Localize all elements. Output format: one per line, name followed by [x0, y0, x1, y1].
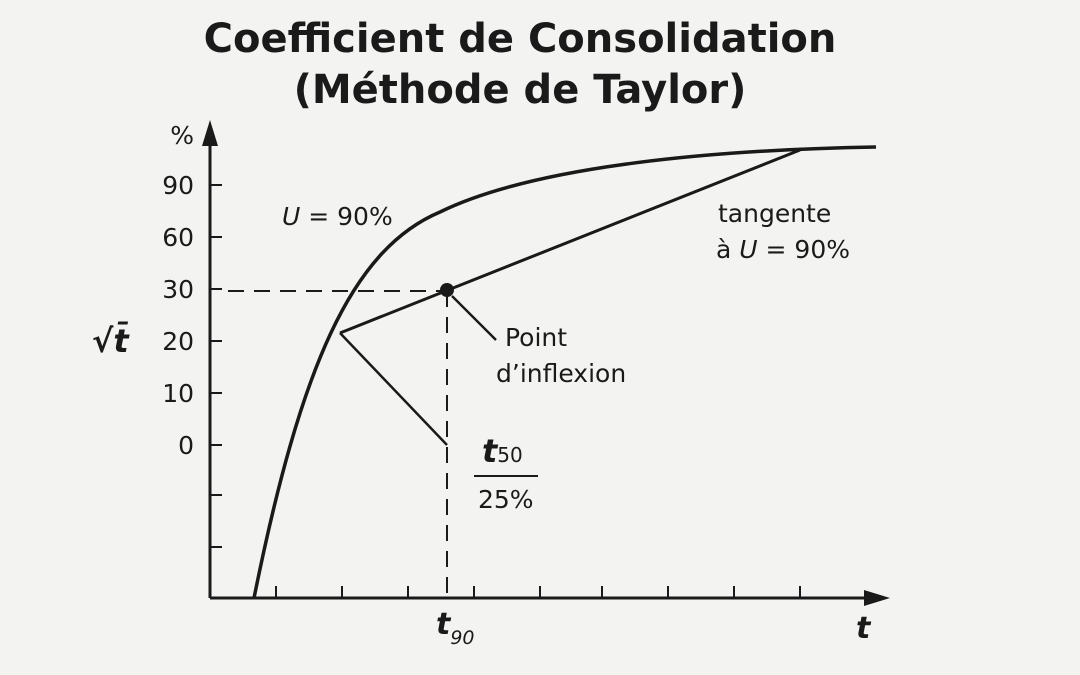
title-line-1: Coefficient de Consolidation [204, 16, 837, 62]
y-unit-label: % [170, 121, 194, 150]
u90-rest: = 90% [300, 202, 392, 231]
t90-var: t [436, 607, 452, 642]
y-ticks [210, 184, 222, 548]
tangent-label-line-1: tangente [718, 199, 831, 228]
x-axis-label: t [856, 611, 872, 646]
consolidation-curve [252, 145, 877, 599]
x-axis-arrow [864, 590, 890, 606]
t90-label: t90 [436, 607, 475, 649]
construction-line [339, 332, 448, 446]
fraction-num-sub: 50 [497, 443, 522, 467]
u90-label: U = 90% [282, 202, 393, 231]
fraction-num-var: t [482, 432, 499, 470]
y-tick-label: 0 [178, 431, 194, 460]
t90-sub: 90 [450, 627, 474, 649]
tangent-prefix: à [716, 235, 739, 264]
fraction-denominator: 25% [478, 485, 534, 514]
inflection-label-line-1: Point [505, 323, 567, 352]
inflection-leader [451, 295, 497, 341]
tangent-label-line-2: à U = 90% [716, 235, 850, 264]
x-ticks [275, 586, 801, 598]
inflection-label-line-2: d’inflexion [496, 359, 626, 388]
y-tick-label: 10 [162, 379, 194, 408]
inflection-point [440, 283, 454, 297]
tangent-rest: = 90% [758, 235, 850, 264]
title-line-2: (Méthode de Taylor) [294, 67, 747, 113]
y-tick-label: 60 [162, 223, 194, 252]
tangent-line [339, 148, 801, 335]
y-tick-label: 30 [162, 275, 194, 304]
u90-var: U [282, 202, 300, 231]
y-axis-label: √t̄ [92, 322, 130, 360]
tangent-var: U [739, 235, 757, 264]
y-tick-label: 20 [162, 327, 194, 356]
y-axis-arrow [202, 120, 218, 146]
y-tick-label: 90 [162, 171, 194, 200]
fraction-numerator: t50 [482, 432, 523, 470]
